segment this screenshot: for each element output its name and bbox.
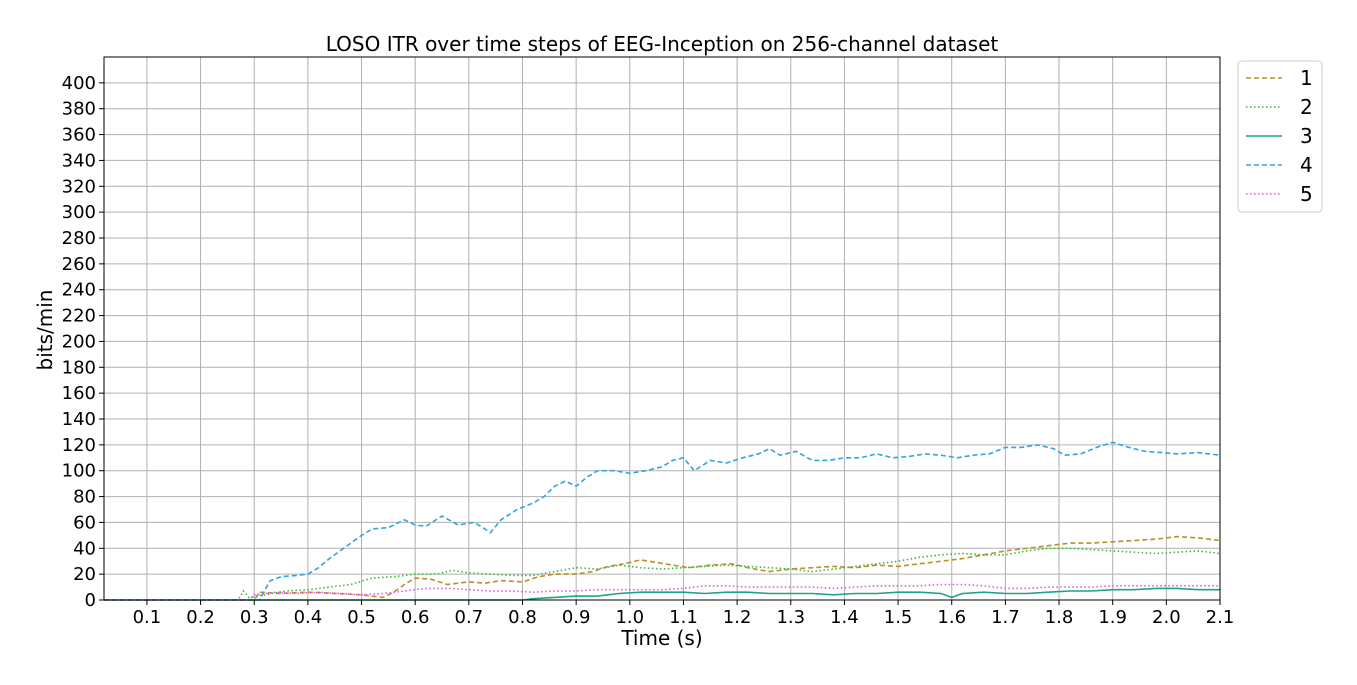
y-tick-label: 400 — [62, 73, 96, 94]
x-tick-label: 1.2 — [723, 607, 752, 628]
y-tick-label: 320 — [62, 176, 96, 197]
series-line-4 — [104, 441, 1221, 601]
y-tick-label: 260 — [62, 254, 96, 275]
y-tick-label: 20 — [73, 564, 96, 585]
series-line-3 — [104, 587, 1220, 601]
y-tick-label: 240 — [62, 280, 96, 301]
x-axis: 0.1 0.2 0.3 0.4 0.5 0.6 0.7 0.8 0.9 1.0 1.1 1.2 1.3 1… — [133, 600, 1235, 628]
plot-frame — [103, 56, 1221, 601]
y-tick-label: 360 — [62, 125, 96, 146]
y-tick-label: 160 — [62, 383, 96, 404]
legend: 1 2 3 4 5 — [1237, 60, 1323, 213]
x-tick-label: 0.7 — [455, 607, 484, 628]
y-tick-label: 220 — [62, 306, 96, 327]
x-tick-label: 1.4 — [830, 607, 859, 628]
x-tick-label: 1.9 — [1098, 607, 1127, 628]
x-tick-label: 0.8 — [508, 607, 537, 628]
y-axis: 0 20 40 60 80 100 120 140 160 180 200 220 240 260 280 3… — [62, 73, 104, 611]
x-tick-label: 1.3 — [776, 607, 805, 628]
x-tick-label: 0.2 — [186, 607, 215, 628]
legend-label-3: 3 — [1300, 124, 1313, 148]
x-tick-label: 0.6 — [401, 607, 430, 628]
y-tick-label: 340 — [62, 150, 96, 171]
y-tick-label: 60 — [73, 512, 96, 533]
legend-label-2: 2 — [1300, 95, 1313, 119]
x-tick-label: 0.9 — [562, 607, 591, 628]
y-tick-label: 200 — [62, 331, 96, 352]
x-tick-label: 1.8 — [1045, 607, 1074, 628]
x-tick-label: 2.1 — [1206, 607, 1235, 628]
x-tick-label: 1.1 — [669, 607, 698, 628]
legend-label-4: 4 — [1300, 153, 1313, 177]
y-tick-label: 40 — [73, 538, 96, 559]
chart-title: LOSO ITR over time steps of EEG-Inceptio… — [326, 32, 999, 56]
grid-lines — [104, 57, 1221, 601]
y-axis-label: bits/min — [33, 290, 57, 371]
y-tick-label: 180 — [62, 357, 96, 378]
series-layer — [104, 441, 1221, 601]
y-tick-label: 80 — [73, 487, 96, 508]
legend-label-5: 5 — [1300, 182, 1313, 206]
y-tick-label: 300 — [62, 202, 96, 223]
y-tick-label: 280 — [62, 228, 96, 249]
legend-label-1: 1 — [1300, 66, 1313, 90]
x-axis-label: Time (s) — [620, 626, 702, 650]
x-tick-label: 0.1 — [133, 607, 162, 628]
y-tick-label: 380 — [62, 99, 96, 120]
y-tick-label: 100 — [62, 461, 96, 482]
x-tick-label: 1.6 — [937, 607, 966, 628]
y-tick-label: 120 — [62, 435, 96, 456]
x-tick-label: 2.0 — [1152, 607, 1181, 628]
x-tick-label: 0.5 — [347, 607, 376, 628]
x-tick-label: 1.5 — [884, 607, 913, 628]
x-tick-label: 0.3 — [240, 607, 269, 628]
y-tick-label: 0 — [85, 590, 96, 611]
x-tick-label: 1.7 — [991, 607, 1020, 628]
x-tick-label: 1.0 — [615, 607, 644, 628]
y-tick-label: 140 — [62, 409, 96, 430]
x-tick-label: 0.4 — [294, 607, 323, 628]
